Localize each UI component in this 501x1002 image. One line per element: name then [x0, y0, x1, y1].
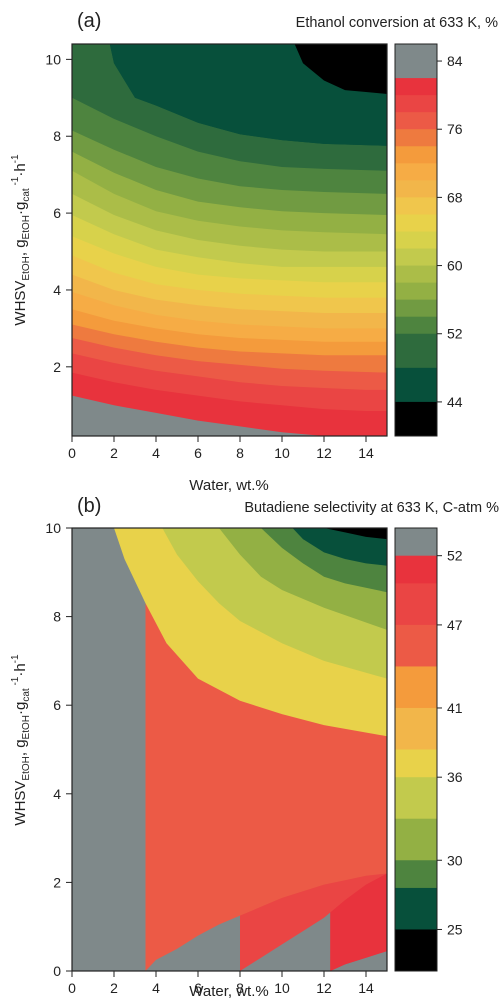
colorbar-label: 44: [447, 394, 463, 410]
colorbar-label: 52: [447, 548, 463, 564]
y-tick-label: 8: [53, 609, 61, 625]
colorbar-band: [395, 282, 437, 301]
colorbar-label: 52: [447, 326, 463, 342]
contour-region: [294, 44, 387, 94]
y-tick-label: 4: [53, 786, 61, 802]
y-tick-label: 0: [53, 963, 61, 979]
contour-fills: [72, 528, 387, 971]
x-axis-ticks: 0 2 4 6 8 10 12 14: [68, 971, 374, 996]
colorbar-band: [395, 749, 437, 778]
x-tick-label: 14: [358, 980, 374, 996]
contour-region: [324, 528, 387, 540]
x-axis-label: Water, wt.%: [189, 983, 268, 1000]
contour-fills: [72, 44, 387, 436]
x-tick-label: 6: [194, 445, 202, 461]
colorbar-band: [395, 624, 437, 667]
x-tick-label: 10: [274, 980, 290, 996]
chart-title: Ethanol conversion at 633 K, %: [296, 15, 498, 31]
colorbar-band: [395, 95, 437, 113]
colorbar-band: [395, 860, 437, 889]
colorbar: 84 76 68 60 52 44: [394, 43, 463, 437]
colorbar-band: [395, 666, 437, 709]
x-axis-label: Water, wt.%: [189, 477, 268, 494]
panel-b-butadiene-selectivity: 0 2 4 6 8 10 12 14 0 2 4 6 8 10 52 47 41 36 30 25 (b) But…: [10, 495, 499, 1000]
colorbar-band: [395, 265, 437, 284]
colorbar-band: [395, 707, 437, 750]
x-tick-label: 12: [316, 980, 332, 996]
colorbar-band: [395, 146, 437, 164]
colorbar: 52 47 41 36 30 25: [394, 527, 463, 972]
colorbar-frame: [394, 527, 438, 972]
colorbar-band: [395, 367, 437, 403]
colorbar-band: [395, 333, 437, 369]
colorbar-band: [395, 583, 437, 626]
colorbar-frame: [394, 43, 438, 437]
contour-region: [72, 395, 387, 436]
colorbar-band: [395, 887, 437, 930]
colorbar-label: 25: [447, 921, 463, 937]
y-tick-label: 6: [53, 205, 61, 221]
x-tick-label: 8: [236, 980, 244, 996]
y-tick-label: 4: [53, 282, 61, 298]
x-tick-label: 10: [274, 445, 290, 461]
colorbar-label: 41: [447, 700, 463, 716]
colorbar-band: [395, 163, 437, 181]
colorbar-band: [395, 777, 437, 820]
colorbar-band: [395, 401, 437, 437]
y-tick-label: 2: [53, 874, 61, 890]
colorbar-band: [395, 78, 437, 96]
colorbar-band: [395, 197, 437, 215]
colorbar-band: [395, 299, 437, 318]
colorbar-label: 76: [447, 121, 463, 137]
y-tick-label: 6: [53, 697, 61, 713]
colorbar-band: [395, 248, 437, 266]
y-axis-label: WHSVEtOH, gEtOH·gcat -1·h-1: [10, 154, 32, 326]
x-axis-ticks: 0 2 4 6 8 10 12 14: [68, 436, 374, 461]
colorbar-label: 68: [447, 189, 463, 205]
colorbar-band: [395, 44, 437, 79]
colorbar-band: [395, 316, 437, 335]
chart-title: Butadiene selectivity at 633 K, C-atm %: [244, 500, 499, 516]
x-tick-label: 4: [152, 445, 160, 461]
x-tick-label: 0: [68, 445, 76, 461]
colorbar-band: [395, 818, 437, 861]
panel-label: (b): [77, 495, 101, 517]
colorbar-band: [395, 214, 437, 232]
y-tick-label: 10: [45, 520, 61, 536]
x-tick-label: 12: [316, 445, 332, 461]
x-tick-label: 8: [236, 445, 244, 461]
colorbar-label: 30: [447, 852, 463, 868]
x-tick-label: 6: [194, 980, 202, 996]
x-tick-label: 14: [358, 445, 374, 461]
plot-frame: [71, 527, 388, 972]
colorbar-label: 84: [447, 53, 463, 69]
y-tick-label: 8: [53, 128, 61, 144]
x-tick-label: 0: [68, 980, 76, 996]
y-axis-label: WHSVEtOH, gEtOH·gcat -1·h-1: [10, 654, 32, 826]
x-tick-label: 2: [110, 445, 118, 461]
colorbar-band: [395, 129, 437, 147]
y-axis-ticks: 2 4 6 8 10: [45, 51, 72, 375]
colorbar-band: [395, 231, 437, 249]
colorbar-band: [395, 180, 437, 198]
plot-frame: [71, 43, 388, 437]
panel-label: (a): [77, 10, 101, 32]
colorbar-band: [395, 929, 437, 972]
colorbar-label: 36: [447, 769, 463, 785]
colorbar-band: [395, 555, 437, 584]
y-tick-label: 10: [45, 51, 61, 67]
colorbar-label: 47: [447, 617, 463, 633]
x-tick-label: 2: [110, 980, 118, 996]
colorbar-band: [395, 112, 437, 130]
y-axis-ticks: 0 2 4 6 8 10: [45, 520, 72, 979]
contour-region: [292, 528, 387, 566]
y-tick-label: 2: [53, 359, 61, 375]
x-tick-label: 4: [152, 980, 160, 996]
colorbar-band: [395, 528, 437, 557]
colorbar-label: 60: [447, 258, 463, 274]
